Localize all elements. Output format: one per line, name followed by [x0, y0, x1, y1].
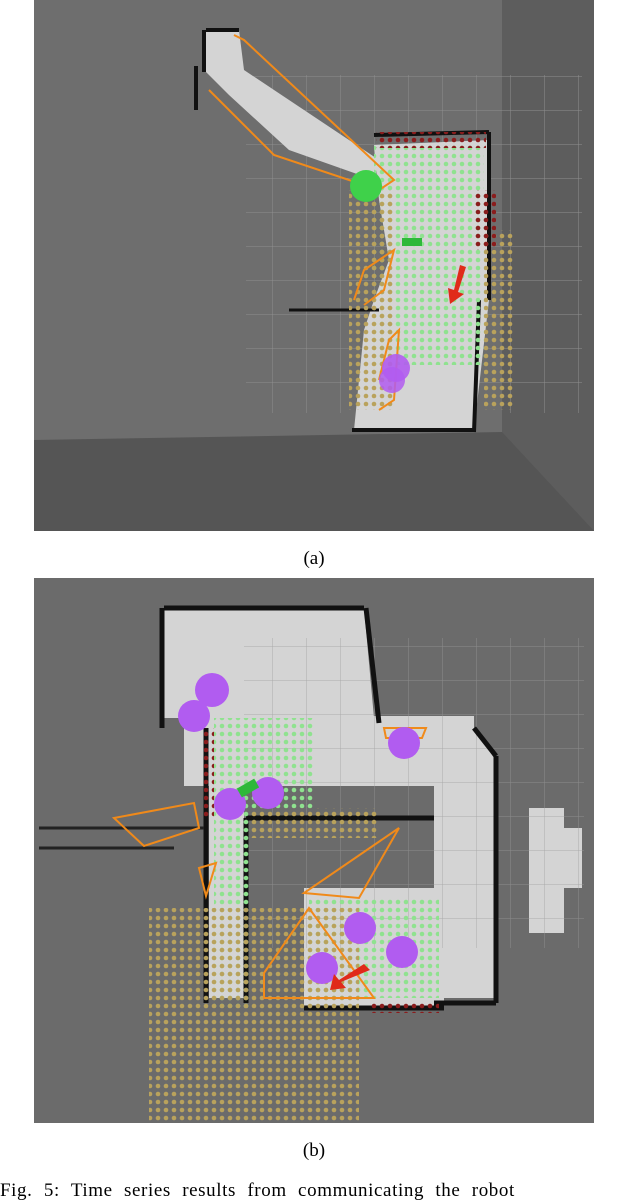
- inflated-dots: [376, 132, 486, 148]
- agent-purple-6: [344, 912, 376, 944]
- agent-purple-1: [195, 673, 229, 707]
- agent-purple-2: [178, 700, 210, 732]
- goal-arrow: [448, 265, 466, 304]
- inflated-dots: [204, 728, 214, 818]
- agent-purple-8: [306, 952, 338, 984]
- agent-green: [350, 170, 382, 202]
- panel-label-a: (a): [303, 548, 325, 569]
- agent-purple-3: [214, 788, 246, 820]
- robot-marker: [236, 778, 260, 798]
- occupancy-map-b: [34, 578, 594, 1123]
- figure-caption: Fig. 5: Time series results from communi…: [0, 1180, 515, 1201]
- region-outline-left: [111, 801, 201, 848]
- panel-label-b: (b): [302, 1140, 326, 1161]
- agent-purple-7: [386, 936, 418, 968]
- agent-purple-5: [388, 727, 420, 759]
- unknown-dots-lower: [149, 908, 359, 1123]
- region-outline-mid: [301, 827, 400, 900]
- goal-arrow: [330, 964, 370, 990]
- region-outline-mid: [353, 247, 396, 306]
- agent-purple-2: [379, 367, 405, 393]
- map-panel-b: [34, 578, 594, 1123]
- robot-marker: [402, 238, 422, 246]
- region-outline-corridor: [208, 34, 396, 192]
- unknown-dots-right: [484, 230, 514, 410]
- occupancy-map-a: [34, 0, 594, 531]
- agent-purple-4: [252, 777, 284, 809]
- region-outline-lower: [263, 906, 376, 999]
- map-panel-a: [34, 0, 594, 531]
- region-outline-right: [382, 727, 428, 739]
- free-space-corridor: [204, 30, 379, 180]
- region-outline-lower: [378, 327, 401, 411]
- unknown-dots-hall: [249, 808, 379, 838]
